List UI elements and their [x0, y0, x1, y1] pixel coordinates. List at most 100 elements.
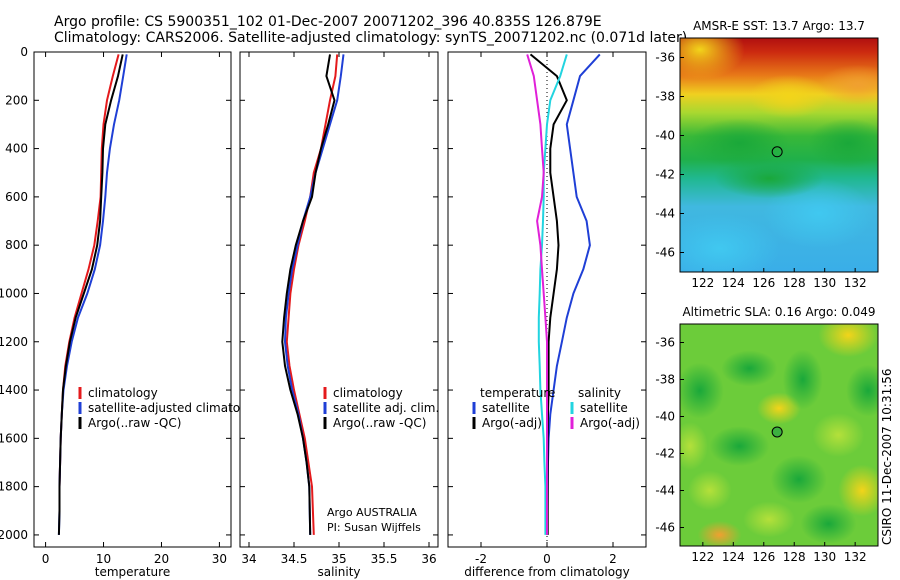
series-line-0 [546, 53, 601, 535]
sst-blob [714, 158, 825, 199]
legend-label: satellite [482, 401, 530, 415]
figure-title-line1: Argo profile: CS 5900351_102 01-Dec-2007… [54, 14, 602, 30]
map-title: AMSR-E SST: 13.7 Argo: 13.7 [693, 19, 865, 33]
x-tick-label: 30 [212, 552, 227, 566]
sla-blob [838, 464, 878, 517]
series-line-2 [537, 54, 568, 535]
series-group [526, 53, 601, 535]
y-tick-label: 200 [5, 93, 28, 107]
sla-blob [782, 349, 823, 410]
plot-frame [239, 51, 439, 548]
x-tick-label: 2 [609, 552, 617, 566]
series-group [57, 54, 128, 535]
sla-blob [680, 362, 724, 419]
x-tick-label: -2 [475, 552, 487, 566]
y-tick-label: -40 [655, 410, 675, 424]
figure-title-line2: Climatology: CARS2006. Satellite-adjuste… [54, 30, 688, 46]
legend-label: Argo(-adj) [580, 416, 640, 430]
y-tick-label: 400 [5, 142, 28, 156]
sst-blob [748, 74, 829, 119]
x-tick-label: 34.5 [281, 552, 308, 566]
x-tick-label: 122 [691, 550, 714, 564]
map-panel-1: 122 124 126 128 130 132 -36 -38 -40 -42 -44 -46 Alti… [655, 305, 879, 564]
y-tick-label: 1000 [0, 286, 28, 300]
profile-panel-0: 0 10 20 30 0 200 400 600 800 1000 1200 1400 1600 1800… [0, 45, 266, 579]
profile-panel-1: 34 34.5 35 35.5 36 salinity climatologysatelli… [239, 51, 439, 579]
sla-blob [743, 501, 796, 538]
y-tick-label: -44 [655, 484, 675, 498]
plot-frame [33, 51, 232, 548]
legend-label: Argo(..raw -QC) [88, 416, 181, 430]
x-tick-label: 132 [844, 276, 867, 290]
x-tick-label: 128 [783, 276, 806, 290]
legend-label: climatology [88, 386, 158, 400]
y-tick-label: 1400 [0, 383, 28, 397]
sla-blob [800, 503, 857, 544]
y-tick-label: -46 [655, 521, 675, 535]
legend-header: temperature [480, 386, 555, 400]
sla-blob [770, 455, 827, 504]
x-tick-label: 35 [331, 552, 346, 566]
y-tick-label: 1800 [0, 480, 28, 494]
sla-blob [721, 350, 778, 387]
y-tick-label: 800 [5, 238, 28, 252]
timestamp: CSIRO 11-Dec-2007 10:31:56 [880, 368, 894, 545]
legend-label: satellite adj. clim. [333, 401, 439, 415]
x-tick-label: 124 [722, 550, 745, 564]
map-title: Altimetric SLA: 0.16 Argo: 0.049 [682, 305, 875, 319]
credit-pi: PI: Susan Wijffels [327, 521, 421, 534]
x-tick-label: 130 [813, 550, 836, 564]
x-axis-label: salinity [317, 565, 360, 579]
x-tick-label: 126 [752, 276, 775, 290]
legend-label: satellite-adjusted climatology [88, 401, 266, 415]
sla-blob [680, 422, 708, 471]
y-tick-label: 1600 [0, 431, 28, 445]
y-tick-label: 2000 [0, 528, 28, 542]
map-frame [679, 37, 879, 273]
x-tick-label: 34 [241, 552, 256, 566]
legend-label: Argo(..raw -QC) [333, 416, 426, 430]
x-tick-label: 128 [783, 550, 806, 564]
sla-blob [818, 324, 878, 358]
y-tick-label: -44 [655, 207, 675, 221]
sst-blob [680, 213, 780, 272]
x-tick-label: 122 [691, 276, 714, 290]
y-tick-label: 0 [20, 45, 28, 59]
float-position-marker [771, 146, 783, 158]
legend-label: Argo(-adj) [482, 416, 542, 430]
series-line-2 [281, 54, 336, 535]
float-position-marker [771, 426, 783, 438]
credit-program: Argo AUSTRALIA [327, 506, 417, 519]
series-line-2 [57, 54, 124, 535]
y-tick-label: -46 [655, 246, 675, 260]
x-tick-label: 130 [813, 276, 836, 290]
y-tick-label: -40 [655, 129, 675, 143]
x-axis-label: temperature [95, 565, 170, 579]
sla-blob [697, 520, 742, 546]
legend: temperaturesatelliteArgo(-adj)salinitysa… [472, 386, 640, 430]
series-line-3 [526, 54, 548, 535]
y-tick-label: -36 [655, 336, 675, 350]
heatmap-field [680, 38, 878, 272]
x-tick-label: 20 [154, 552, 169, 566]
y-tick-label: 1200 [0, 335, 28, 349]
x-tick-label: 126 [752, 550, 775, 564]
x-tick-label: 36 [421, 552, 436, 566]
series-group [281, 54, 345, 535]
y-tick-label: -38 [655, 373, 675, 387]
x-tick-label: 132 [844, 550, 867, 564]
y-tick-label: -42 [655, 168, 675, 182]
x-tick-label: 124 [722, 276, 745, 290]
sst-blob [808, 118, 878, 169]
sla-blob [687, 470, 732, 511]
legend-label: climatology [333, 386, 403, 400]
x-tick-label: 0 [543, 552, 551, 566]
y-tick-label: -38 [655, 90, 675, 104]
x-tick-label: 35.5 [371, 552, 398, 566]
map-frame [679, 323, 879, 547]
sla-blob [812, 413, 865, 457]
